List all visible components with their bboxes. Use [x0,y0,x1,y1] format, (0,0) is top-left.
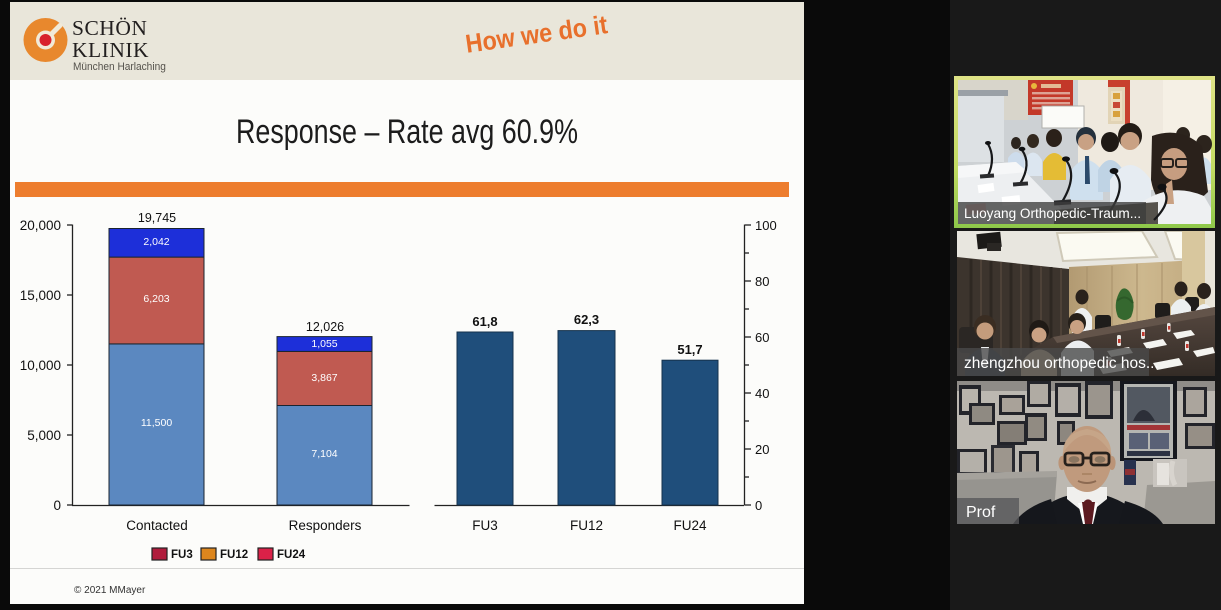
svg-text:zhengzhou orthopedic hos...: zhengzhou orthopedic hos... [964,355,1159,372]
svg-text:Prof: Prof [966,504,996,521]
svg-text:Luoyang Orthopedic-Traum...: Luoyang Orthopedic-Traum... [964,206,1141,221]
